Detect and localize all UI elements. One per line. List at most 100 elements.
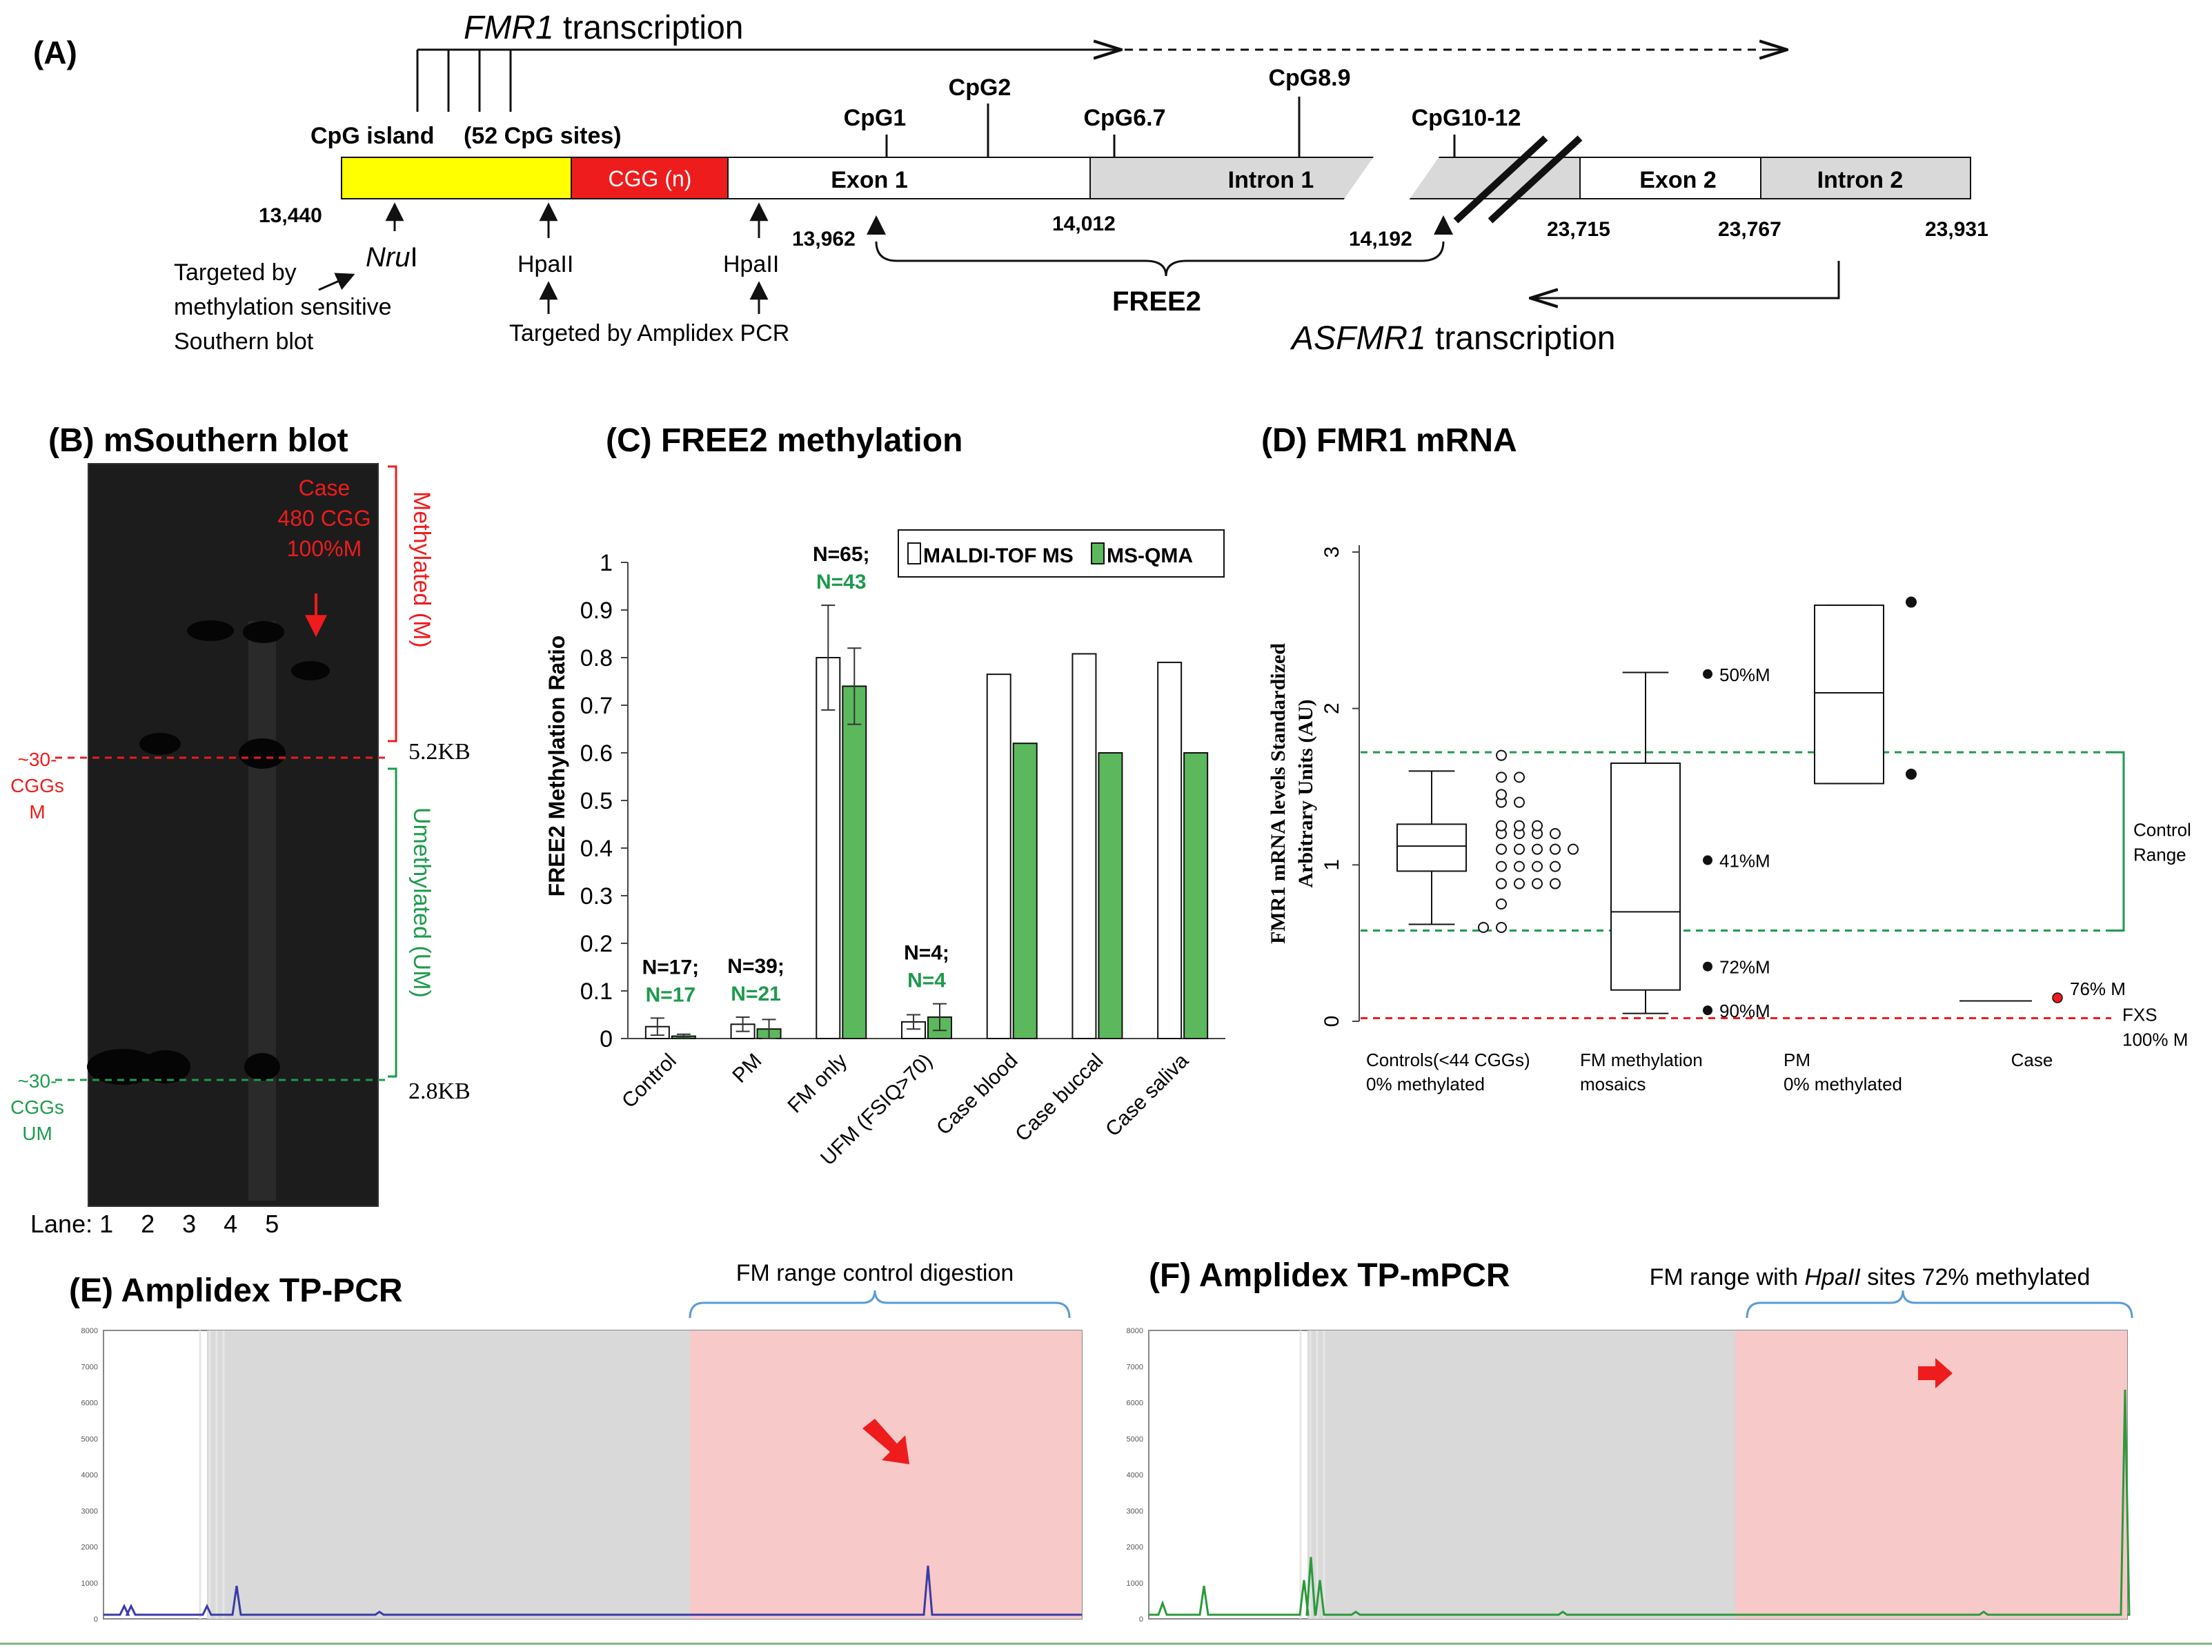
d-control-point <box>1496 749 1507 761</box>
e-range-label: FM range control digestion <box>736 1260 1014 1286</box>
panel-d-title: (D) FMR1 mRNA <box>1261 422 1517 459</box>
f-range-pre: FM range with <box>1650 1264 1805 1290</box>
d-xtick-label: Case <box>2011 1050 2053 1070</box>
panel-c: (C) FREE2 methylation FREE2 Methylation … <box>544 422 1225 1170</box>
c-bars <box>644 604 1209 1040</box>
d-control-point <box>1496 843 1507 855</box>
asfmr1-gene: ASFMR1 <box>1290 320 1426 357</box>
e-ytick: 7000 <box>81 1363 98 1371</box>
southern-target-arrow <box>318 273 355 291</box>
d-control-point <box>1514 820 1525 832</box>
cpg2-label: CpG2 <box>949 75 1011 101</box>
cggs-m-1: ~30- <box>18 749 57 770</box>
d-xtick-label: PM <box>1784 1050 1810 1070</box>
size-5-2kb: 5.2KB <box>408 739 471 765</box>
hpaii-1-label: HpaII <box>517 251 573 277</box>
panel-b-title: (B) mSouthern blot <box>48 422 348 459</box>
d-control-point <box>1514 843 1525 855</box>
d-ylabel-1: FMR1 mRNA levels Standardized <box>1267 643 1290 944</box>
intron2-segment <box>1760 157 1971 199</box>
coord-14012: 14,012 <box>1052 213 1116 235</box>
cggs-um-1: ~30- <box>18 1070 57 1092</box>
free2-brace <box>875 241 1445 277</box>
d-mosaic-label: 41%M <box>1719 851 1770 872</box>
c-legend-msqma: MS-QMA <box>1107 544 1193 567</box>
c-legend-swatch-maldi <box>907 542 921 564</box>
c-annotations: N=17; N=17 N=39; N=21 N=65; N=43 N=4; N=4 <box>642 543 949 1006</box>
d-mosaic-point <box>1703 1005 1712 1016</box>
d-ytick-label: 2 <box>1321 702 1343 714</box>
nrui-label: NruI <box>366 242 418 273</box>
asfmr1-transcription-text: transcription <box>1426 320 1616 357</box>
band-lane5-case <box>291 661 330 680</box>
exon1-label: Exon 1 <box>831 167 907 193</box>
size-2-8kb: 2.8KB <box>408 1079 471 1104</box>
d-control-point <box>1532 843 1543 855</box>
c-xtick-label: PM <box>728 1050 766 1088</box>
d-control-point <box>1478 922 1489 933</box>
e-ytick: 1000 <box>81 1580 98 1588</box>
d-box <box>1610 763 1681 991</box>
d-case-label: 76% M <box>2070 979 2126 999</box>
cgg-repeat-segment <box>571 157 729 199</box>
d-control-point <box>1496 922 1507 933</box>
blot-image <box>88 464 378 1206</box>
d-mosaic-point <box>1703 961 1712 972</box>
c-bar-msqma <box>1012 743 1038 1039</box>
e-trace <box>103 1565 1082 1616</box>
d-xtick-label: Controls(<44 CGGs) <box>1366 1050 1530 1070</box>
c-bar-msqma <box>842 685 867 1040</box>
d-control-point <box>1550 843 1561 855</box>
e-electropherogram: 8000 7000 6000 5000 4000 3000 2000 1000 0 <box>81 1327 1083 1624</box>
c-xtick-label: Control <box>618 1050 681 1113</box>
e-ytick: 3000 <box>81 1507 98 1515</box>
f-ytick: 5000 <box>1127 1435 1143 1444</box>
c-n-annotation-green: N=17 <box>646 983 696 1006</box>
f-range-italic: HpaII <box>1804 1264 1861 1290</box>
e-range-brace <box>689 1290 1071 1319</box>
coord-23715: 23,715 <box>1547 218 1610 241</box>
band-lane3-full <box>187 620 234 641</box>
band-lane1-2.8kb <box>87 1049 159 1085</box>
cpg89-label: CpG8.9 <box>1268 65 1350 91</box>
e-ytick: 0 <box>94 1615 98 1624</box>
c-bar-msqma <box>1183 752 1209 1039</box>
exon1-segment <box>727 157 1091 199</box>
fmr1-gene: FMR1 <box>464 10 554 46</box>
e-ytick: 8000 <box>81 1327 98 1335</box>
d-control-point <box>1514 771 1525 783</box>
d-control-point <box>1514 796 1525 808</box>
band-lane4-full <box>243 621 284 643</box>
c-bar-maldi <box>986 673 1011 1039</box>
band-lane4-2.8kb <box>244 1053 280 1081</box>
coord-13962: 13,962 <box>792 228 856 250</box>
c-ytick-label: 0.2 <box>580 931 613 957</box>
c-legend <box>898 529 1225 578</box>
nrui-italic: Nru <box>366 242 410 273</box>
southern-target-line1: Targeted by <box>174 259 297 286</box>
unmethylated-label: Umethylated (UM) <box>408 807 435 998</box>
gene-break-gap <box>1323 138 1452 228</box>
c-legend-maldi: MALDI-TOF MS <box>923 544 1074 567</box>
asfmr1-arrow <box>1530 261 1840 298</box>
f-ytick: 7000 <box>1127 1363 1143 1371</box>
d-control-point <box>1532 878 1543 889</box>
c-ytick-label: 0.9 <box>580 598 613 624</box>
d-control-point <box>1514 878 1525 889</box>
band-lane2-5.2kb <box>139 733 181 755</box>
e-ytick: 2000 <box>81 1544 98 1552</box>
hpaii-2-label: HpaII <box>723 251 779 277</box>
lane4-smear <box>248 621 276 1201</box>
d-mosaic-point <box>1703 855 1712 865</box>
d-x-labels: Controls(<44 CGGs) 0% methylated FM methyl… <box>1366 1050 2053 1094</box>
c-bar-maldi <box>1157 661 1183 1039</box>
f-ytick: 0 <box>1139 1615 1143 1624</box>
c-n-annotation: N=17; <box>642 956 700 979</box>
fmr1-transcription-text: transcription <box>554 10 744 46</box>
free2-label: FREE2 <box>1112 286 1201 317</box>
gene-break-line-1 <box>1453 135 1548 224</box>
southern-target-line2: methylation sensitive <box>174 294 392 320</box>
panel-f: (F) Amplidex TP-mPCR FM range with HpaII… <box>1127 1257 2133 1624</box>
